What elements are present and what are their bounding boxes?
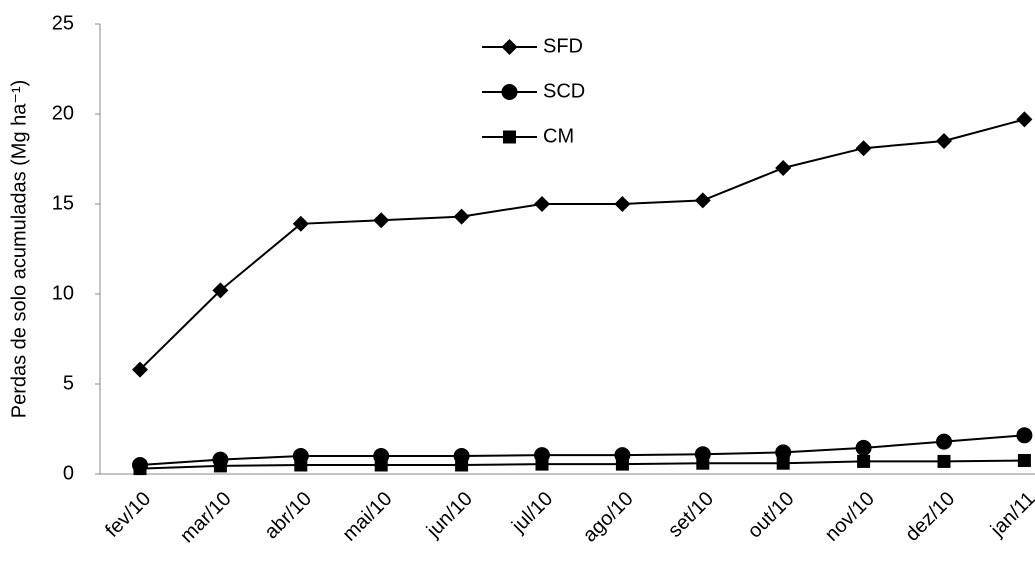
marker	[455, 458, 469, 472]
legend-label: SCD	[543, 80, 585, 102]
marker	[212, 282, 229, 299]
marker	[694, 192, 711, 209]
marker	[534, 196, 550, 212]
legend-label: SFD	[543, 35, 583, 57]
x-tick-label: set/10	[664, 488, 718, 542]
marker	[294, 458, 308, 472]
marker	[1016, 427, 1033, 444]
legend-label: CM	[543, 125, 574, 147]
legend-marker	[501, 84, 518, 100]
line	[139, 459, 1025, 470]
x-tick-label: mar/10	[176, 488, 236, 548]
marker	[292, 215, 309, 232]
marker	[374, 458, 388, 472]
marker	[453, 208, 470, 225]
x-tick-label: dez/10	[901, 488, 959, 546]
marker	[1016, 111, 1033, 128]
legend-marker	[503, 130, 516, 144]
marker	[857, 454, 871, 468]
marker	[373, 212, 390, 229]
x-tick-label: nov/10	[821, 488, 879, 546]
y-tick-label: 25	[52, 12, 74, 34]
legend-marker	[501, 39, 518, 55]
y-tick-label: 15	[52, 192, 74, 214]
x-tick-label: jan/11	[986, 488, 1035, 542]
x-tick-label: fev/10	[101, 488, 155, 542]
y-tick-label: 10	[52, 282, 74, 304]
marker	[614, 196, 631, 212]
line	[139, 118, 1025, 371]
x-tick-label: ago/10	[579, 488, 638, 547]
y-axis-label: Perdas de solo acumuladas (Mg ha⁻¹)	[8, 80, 30, 419]
marker	[132, 361, 148, 378]
marker	[615, 457, 629, 471]
marker	[776, 456, 790, 470]
marker	[936, 433, 952, 450]
marker	[696, 456, 710, 470]
y-tick-label: 20	[52, 102, 74, 124]
y-tick-label: 5	[63, 372, 74, 394]
marker	[936, 133, 952, 149]
x-tick-label: jul/10	[507, 488, 557, 538]
x-tick-label: out/10	[744, 488, 799, 543]
marker	[535, 457, 549, 471]
marker	[775, 444, 792, 461]
marker	[855, 140, 872, 157]
marker	[213, 459, 227, 473]
x-tick-label: abr/10	[260, 488, 316, 544]
line	[139, 434, 1025, 466]
marker	[855, 439, 872, 456]
marker	[775, 160, 792, 176]
y-tick-label: 0	[63, 462, 74, 484]
x-tick-label: mai/10	[338, 488, 396, 546]
marker	[133, 462, 147, 476]
x-tick-label: jun/10	[422, 488, 477, 543]
marker	[937, 454, 951, 468]
marker	[1017, 454, 1031, 467]
